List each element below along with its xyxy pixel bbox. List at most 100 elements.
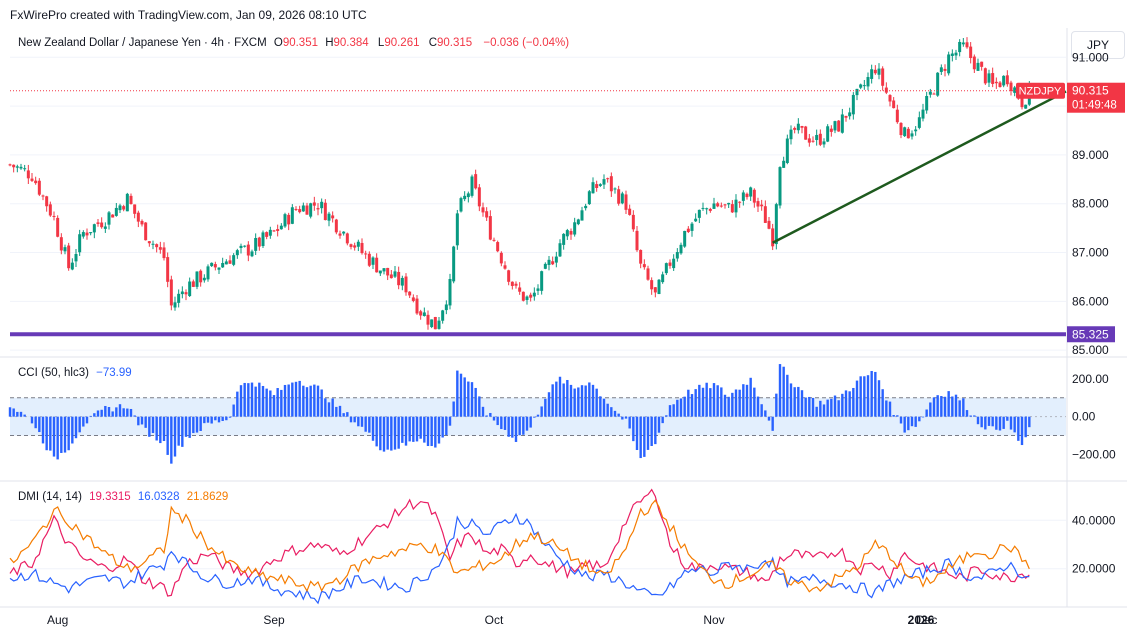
candle-body [507, 270, 511, 282]
cci-bar [335, 406, 338, 417]
time-tick-label: 2026 [908, 613, 935, 627]
candle-body [177, 293, 181, 303]
cci-bar [987, 416, 991, 426]
candle-body [107, 212, 111, 225]
cci-bar [148, 416, 151, 437]
candle-body [844, 115, 848, 118]
currency-button[interactable]: JPY [1071, 31, 1125, 59]
candle-body [232, 255, 236, 265]
cci-bar [881, 389, 884, 417]
candle-body [30, 178, 34, 181]
candle-body [488, 216, 492, 240]
candle-body [826, 126, 830, 142]
cci-bar [401, 416, 404, 443]
candle-body [540, 271, 544, 291]
candle-body [221, 263, 225, 268]
candle-body [283, 214, 287, 227]
price-pane[interactable] [8, 37, 1067, 337]
candle-body [536, 288, 540, 291]
cci-pane[interactable] [8, 364, 1066, 464]
candle-body [411, 297, 415, 301]
cci-bar [144, 416, 147, 428]
candle-body [437, 320, 441, 329]
candle-body [694, 218, 698, 222]
cci-bar [822, 404, 826, 417]
candle-body [635, 230, 639, 251]
candle-body [954, 52, 958, 56]
candle-body [360, 242, 364, 254]
candle-body [448, 278, 452, 306]
candle-body [965, 42, 969, 48]
cci-bar [184, 416, 188, 437]
cci-bar [177, 416, 180, 446]
cci-bar [162, 416, 166, 441]
cci-bar [173, 416, 177, 457]
candle-body [895, 109, 899, 123]
candle-body [393, 271, 397, 277]
cci-legend[interactable]: CCI (50, hlc3) −73.99 [18, 367, 136, 379]
cci-bar [683, 396, 686, 417]
cci-bar [379, 416, 382, 451]
candle-body [320, 201, 324, 209]
candle-body [723, 204, 727, 206]
cci-bar [698, 384, 701, 417]
candle-body [1009, 82, 1013, 92]
cci-bar [896, 415, 899, 417]
cci-bar [731, 392, 734, 417]
cci-bar [943, 396, 947, 417]
cci-bar [104, 405, 107, 417]
cci-bar [360, 416, 364, 427]
cci-bar [404, 416, 408, 446]
candle-body [910, 133, 914, 137]
dmi-minus-value: 16.0328 [137, 491, 180, 503]
candle-body [100, 222, 104, 228]
candle-body [587, 191, 591, 205]
price-legend[interactable]: New Zealand Dollar / Japanese Yen · 4h ·… [18, 37, 573, 49]
cci-bar [481, 406, 485, 417]
candle-body [785, 138, 789, 164]
cci-bar [1013, 416, 1016, 433]
candle-body [525, 296, 529, 300]
candle-body [661, 274, 665, 283]
cci-bar [694, 389, 697, 417]
candle-body [756, 201, 760, 207]
candle-body [672, 258, 676, 269]
cci-bar [910, 416, 914, 427]
candle-body [26, 170, 30, 179]
candle-body [668, 262, 672, 266]
cci-bar [918, 416, 921, 422]
cci-bar [346, 412, 349, 417]
cci-bar [588, 382, 591, 417]
cci-bar [272, 395, 276, 417]
cci-bar [639, 416, 642, 459]
cci-bar [573, 388, 576, 417]
dmi-pane[interactable] [9, 488, 1030, 605]
cci-bar [236, 391, 239, 417]
candle-body [334, 219, 338, 233]
price-tag-bg [1067, 82, 1125, 113]
cci-bar [437, 416, 441, 444]
cci-bar [1020, 416, 1024, 446]
candle-body [353, 245, 357, 248]
candle-body [961, 42, 965, 45]
cci-bar [551, 384, 554, 417]
cci-bar [412, 416, 415, 442]
cci-bar [529, 416, 532, 428]
candle-body [958, 41, 962, 53]
candle-body [89, 232, 93, 234]
cci-bar [837, 400, 840, 417]
gridlines [0, 28, 1127, 608]
cci-bar [129, 408, 133, 417]
cci-bar [628, 416, 631, 429]
cci-bar [239, 385, 243, 417]
cci-bar [137, 416, 140, 426]
cci-bar [71, 416, 74, 444]
cci-bar [327, 402, 331, 417]
candle-body [580, 210, 584, 221]
candle-body [881, 68, 885, 86]
cci-bar [533, 416, 536, 418]
dmi-legend[interactable]: DMI (14, 14) 19.3315 16.0328 21.8629 [18, 491, 232, 503]
cci-bar [159, 416, 162, 444]
time-tick-label: Aug [47, 613, 68, 627]
